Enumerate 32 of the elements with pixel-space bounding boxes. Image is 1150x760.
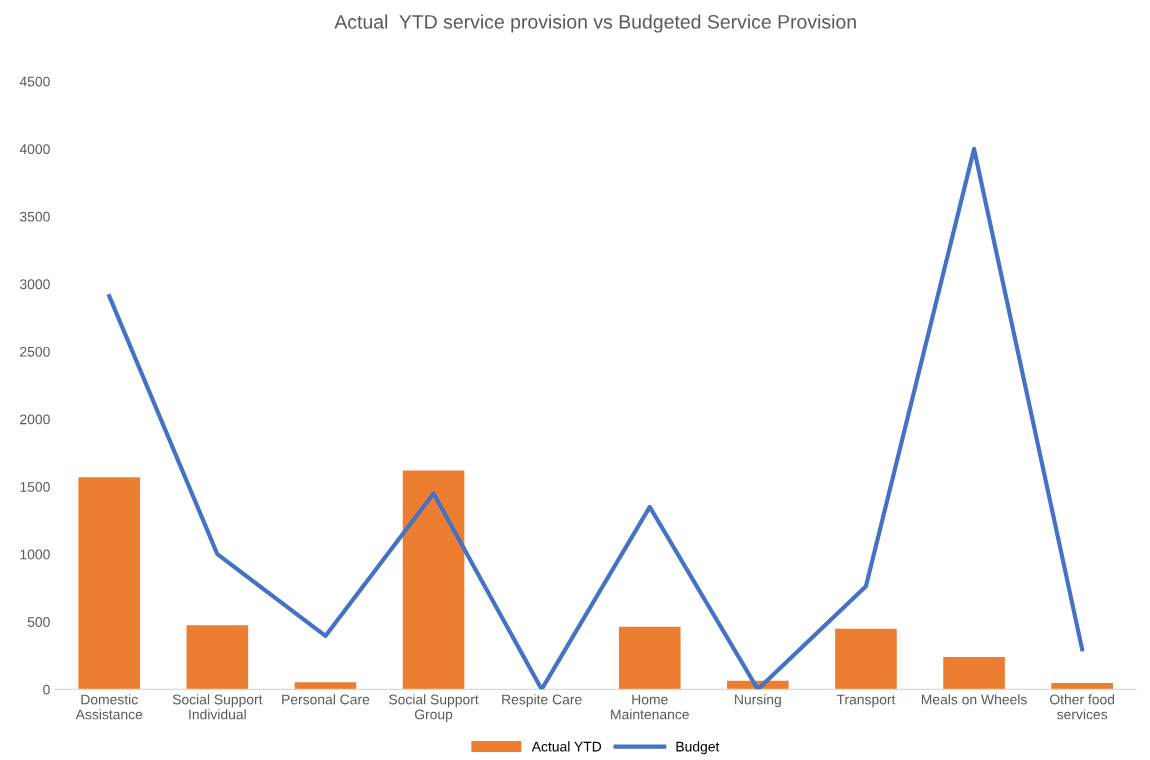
x-tick-label: Transport bbox=[836, 694, 896, 708]
x-tick-label: Personal Care bbox=[282, 694, 370, 705]
bar bbox=[78, 477, 141, 690]
x-tick-label: Social Support Individual bbox=[172, 694, 263, 720]
line-series bbox=[107, 146, 1085, 690]
y-tick-label: 2000 bbox=[20, 414, 50, 425]
bar bbox=[835, 628, 897, 690]
y-tick-label: 0 bbox=[43, 684, 50, 695]
x-tick-label: Domestic Assistance bbox=[75, 694, 143, 720]
legend-label: Actual YTD bbox=[531, 741, 602, 752]
y-tick-label: 1500 bbox=[20, 481, 50, 492]
x-tick-label: Social Support Group bbox=[389, 694, 479, 723]
x-tick-label: Other food services bbox=[1050, 694, 1115, 720]
y-tick-label: 3500 bbox=[19, 211, 50, 222]
y-tick-label: 3000 bbox=[19, 279, 50, 290]
legend-label: Budget bbox=[676, 741, 720, 755]
y-tick-label: 500 bbox=[27, 617, 50, 627]
bar bbox=[1051, 682, 1113, 690]
x-tick-label: Nursing bbox=[735, 694, 781, 708]
x-tick-label: Respite Care bbox=[502, 694, 582, 708]
bar bbox=[186, 625, 249, 690]
bar bbox=[294, 682, 357, 690]
y-tick-label: 4500 bbox=[19, 76, 50, 87]
bar bbox=[943, 656, 1005, 690]
x-tick-label: Home Maintenance bbox=[611, 694, 689, 720]
chart-title: Actual YTD service provision vs Budgeted Service Provision bbox=[334, 14, 856, 33]
x-tick-label: Meals on Wheels bbox=[921, 694, 1027, 705]
y-tick-label: 4000 bbox=[19, 144, 50, 155]
bar bbox=[618, 626, 681, 690]
y-tick-label: 1000 bbox=[20, 549, 50, 560]
bar bbox=[402, 470, 465, 690]
y-tick-label: 2500 bbox=[20, 346, 50, 357]
